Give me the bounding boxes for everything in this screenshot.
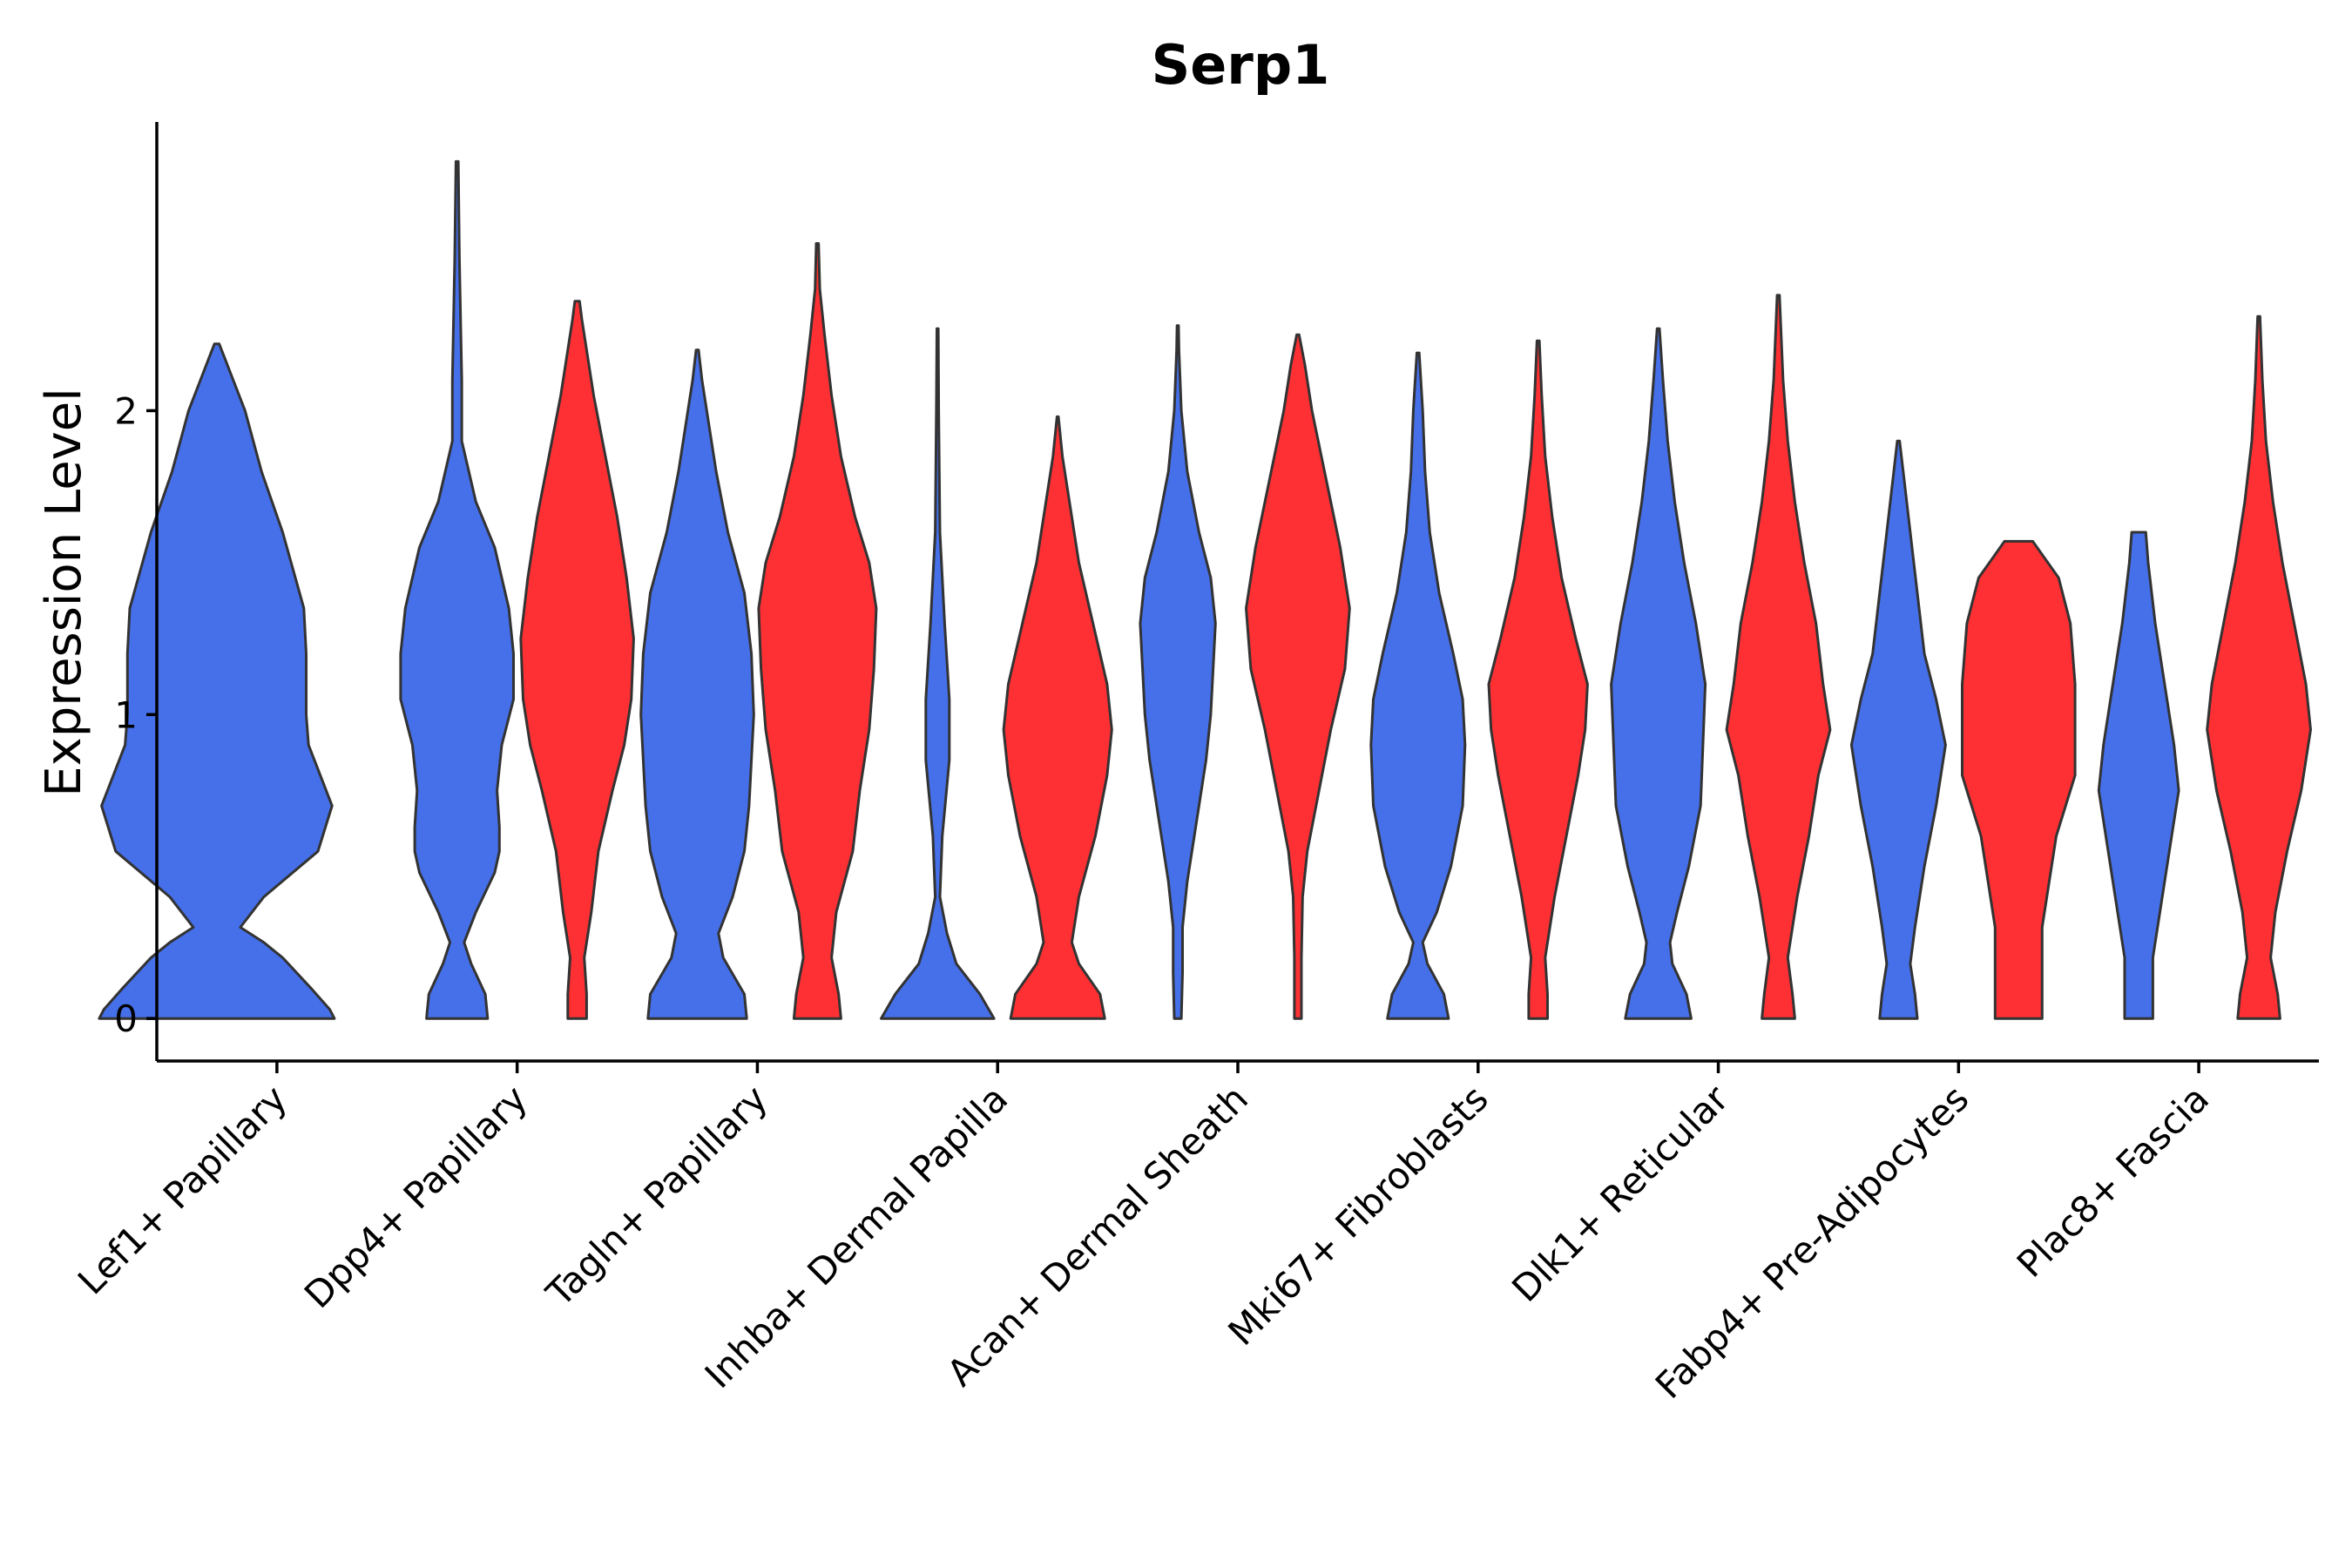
violin-dlk1-reticular-group-2 (1725, 294, 1832, 1020)
x-tick-label-dpp4-papillary: Dpp4+ Papillary (296, 1077, 536, 1316)
y-axis-label: Expression Level (36, 388, 92, 797)
violin-mki67-fibroblasts-group-1 (1369, 351, 1467, 1020)
violin-dpp4-papillary-group-2 (519, 300, 635, 1020)
violin-plac8-fascia-group-1 (2097, 531, 2180, 1020)
violin-tagln-papillary-group-1 (639, 348, 755, 1020)
violin-plac8-fascia-group-2 (2206, 314, 2312, 1020)
violin-inhba-dermal-papilla-group-2 (1002, 415, 1113, 1020)
violin-fabp4-pre-adipocytes-group-1 (1849, 439, 1947, 1020)
y-tick-label-0: 0 (114, 997, 138, 1040)
violin-dpp4-papillary-group-1 (399, 159, 515, 1020)
x-tick-label-dlk1-reticular: Dlk1+ Reticular (1504, 1077, 1737, 1310)
violin-acan-dermal-sheath-group-1 (1139, 324, 1217, 1020)
violin-lef1-papillary-group-1 (98, 342, 336, 1020)
chart-title: Serp1 (1152, 33, 1330, 97)
violin-dlk1-reticular-group-1 (1610, 327, 1707, 1020)
y-axis-ticks: 0 1 2 (114, 389, 157, 1040)
x-tick-label-plac8-fascia: Plac8+ Fascia (2009, 1077, 2217, 1285)
violin-mki67-fibroblasts-group-2 (1487, 339, 1589, 1020)
x-tick-label-tagln-papillary: Tagln+ Papillary (537, 1077, 775, 1315)
violin-fabp4-pre-adipocytes-group-2 (1961, 539, 2077, 1020)
y-tick-label-2: 2 (114, 389, 138, 432)
violins-layer (98, 159, 2312, 1020)
x-tick-label-mki67-fibroblasts: Mki67+ Fibroblasts (1220, 1077, 1496, 1353)
violin-inhba-dermal-papilla-group-1 (880, 327, 996, 1020)
violin-tagln-papillary-group-2 (757, 242, 878, 1020)
x-tick-label-lef1-papillary: Lef1+ Papillary (70, 1077, 295, 1302)
violin-acan-dermal-sheath-group-2 (1245, 333, 1351, 1020)
y-tick-label-1: 1 (114, 693, 138, 736)
x-axis-ticks: Lef1+ Papillary Dpp4+ Papillary Tagln+ Pap… (70, 1061, 2217, 1407)
